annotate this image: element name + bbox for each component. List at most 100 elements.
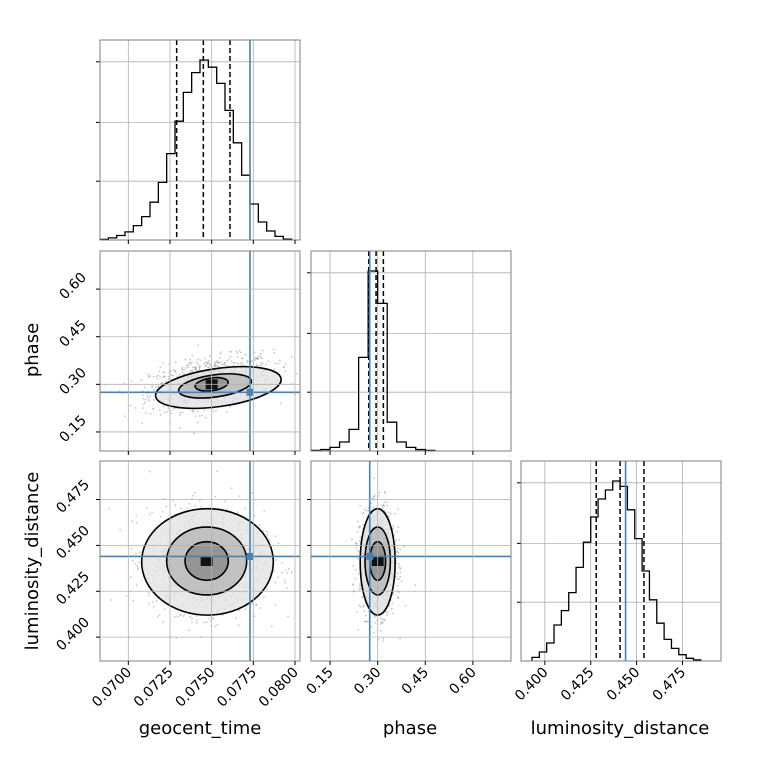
sample-point	[284, 363, 287, 365]
sample-point	[191, 354, 194, 357]
sample-point	[395, 550, 398, 553]
sample-point	[195, 366, 197, 368]
sample-point	[172, 408, 175, 411]
sample-point	[146, 395, 149, 398]
x-tick-label-phase-2: 0.45	[399, 665, 432, 698]
sample-point	[265, 363, 267, 366]
sample-point	[131, 520, 134, 523]
sample-point	[277, 362, 280, 365]
sample-point	[267, 360, 270, 363]
sample-point	[156, 377, 159, 380]
sample-point	[396, 572, 399, 575]
ylabel-phase: phase	[22, 323, 43, 377]
x-tick-label-phase-3: 0.60	[446, 665, 479, 698]
sample-point	[362, 523, 365, 526]
sample-point	[183, 613, 186, 616]
sample-point	[236, 356, 239, 358]
truth-marker	[246, 552, 254, 560]
sample-point	[135, 553, 137, 555]
sample-point	[152, 399, 155, 401]
sample-point	[359, 586, 361, 589]
sample-point	[273, 368, 276, 371]
sample-point	[386, 504, 389, 507]
sample-point	[224, 500, 226, 503]
joint-content	[100, 461, 300, 661]
sample-point	[274, 603, 277, 606]
sample-point	[363, 610, 366, 613]
sample-point	[385, 501, 388, 504]
sample-point	[381, 618, 384, 621]
sample-point	[236, 511, 239, 514]
sample-point	[157, 374, 159, 377]
sample-point	[259, 353, 262, 355]
sample-point	[189, 363, 192, 366]
sample-point	[266, 530, 269, 533]
sample-point	[147, 376, 150, 378]
sample-point	[291, 571, 293, 574]
sample-point	[149, 375, 151, 378]
sample-point	[130, 547, 133, 550]
sample-point	[228, 357, 230, 360]
truth-marker	[246, 388, 254, 396]
sample-point	[259, 607, 262, 609]
sample-point	[396, 548, 399, 550]
sample-point	[124, 415, 126, 418]
sample-point	[229, 405, 232, 408]
sample-point	[232, 361, 235, 364]
sample-point	[273, 569, 275, 572]
sample-point	[397, 578, 400, 581]
sample-point	[354, 577, 357, 580]
sample-point	[226, 410, 229, 413]
sample-point	[181, 366, 184, 369]
sample-point	[383, 619, 386, 622]
sample-point	[149, 395, 152, 398]
sample-point	[398, 539, 401, 541]
sample-point	[180, 507, 182, 510]
sample-point	[378, 491, 381, 494]
sample-point	[191, 617, 193, 620]
sample-point	[356, 557, 359, 560]
sample-point	[185, 364, 188, 367]
sample-point	[203, 363, 206, 365]
sample-point	[400, 580, 403, 582]
sample-point	[256, 358, 259, 360]
sample-point	[161, 362, 164, 364]
sample-point	[232, 364, 235, 367]
sample-point	[161, 510, 164, 513]
sample-point	[356, 520, 359, 523]
sample-point	[274, 535, 277, 538]
sample-point	[132, 599, 135, 602]
sample-point	[295, 372, 298, 375]
sample-point	[155, 386, 157, 388]
sample-point	[198, 500, 201, 502]
sample-point	[208, 355, 211, 357]
sample-point	[262, 530, 265, 533]
sample-point	[222, 363, 225, 366]
sample-point	[361, 512, 364, 515]
sample-point	[374, 621, 377, 624]
sample-point	[224, 361, 226, 364]
sample-point	[382, 504, 385, 507]
sample-point	[370, 625, 373, 628]
sample-point	[379, 623, 382, 626]
sample-point	[166, 410, 169, 413]
sample-point	[194, 368, 196, 371]
sample-point	[184, 367, 187, 369]
sample-point	[191, 370, 194, 373]
sample-point	[205, 365, 207, 368]
sample-point	[361, 596, 363, 599]
sample-point	[131, 559, 134, 562]
sample-point	[216, 360, 219, 363]
sample-point	[135, 584, 138, 587]
sample-point	[214, 361, 217, 364]
sample-point	[159, 366, 162, 369]
sample-point	[188, 629, 190, 632]
histogram-luminosity-distance	[517, 460, 722, 662]
sample-point	[191, 621, 193, 624]
ylabel-luminosity-distance: luminosity_distance	[22, 472, 43, 651]
sample-point	[214, 363, 217, 365]
sample-point	[287, 567, 290, 570]
sample-point	[193, 432, 195, 435]
sample-point	[146, 373, 149, 376]
sample-point	[163, 371, 166, 374]
